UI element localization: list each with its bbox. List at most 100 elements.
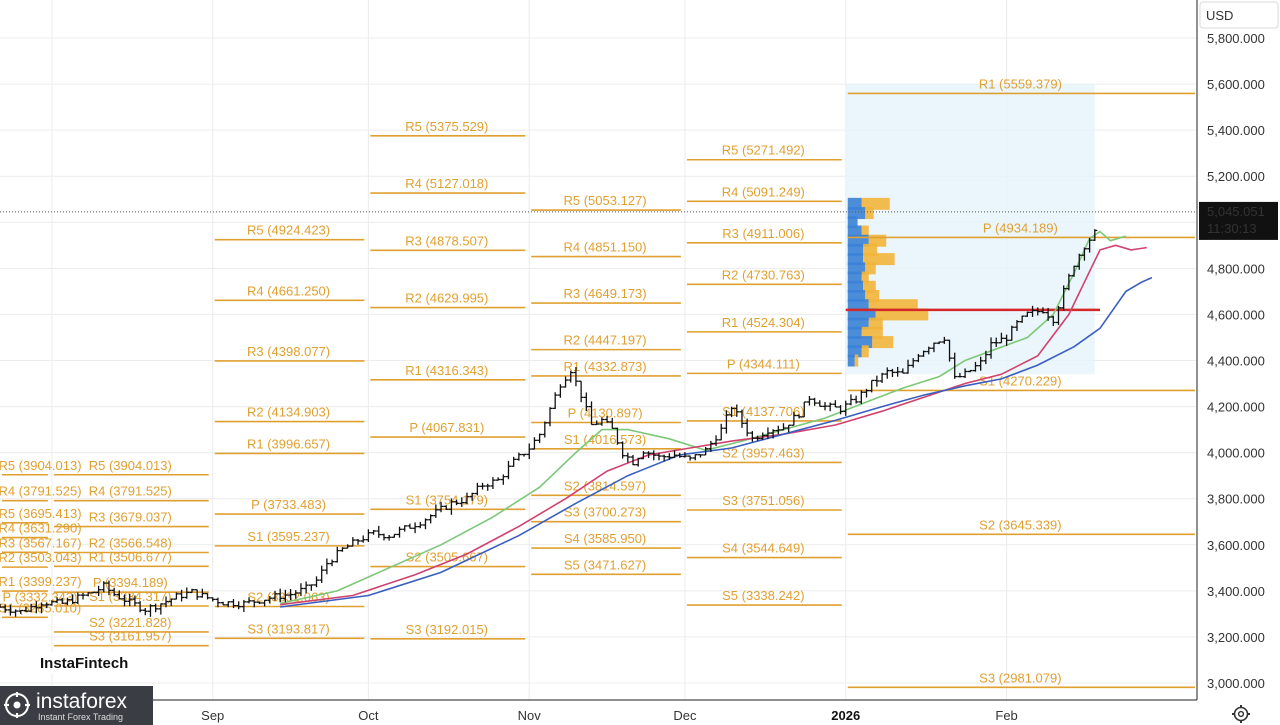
pivot-level-label: R5 (3695.413) (0, 506, 82, 521)
pivot-level-label: R3 (4911.006) (722, 226, 804, 241)
pivot-level-label: S3 (2981.079) (979, 670, 1061, 685)
pivot-level-label: P (4934.189) (983, 220, 1058, 235)
pivot-level-label: S2 (3957.463) (722, 445, 804, 460)
pivot-level-label: P (4067.831) (409, 420, 484, 435)
moving-average-line (280, 276, 1153, 608)
pivot-level-label: R3 (4398.077) (247, 344, 330, 359)
price-bars (0, 229, 1098, 617)
moving-average-line (280, 230, 1127, 605)
volume-profile-bar-buy (847, 336, 873, 349)
volume-profile (845, 84, 1100, 375)
price-axis-tick-label: 3,800.000 (1207, 492, 1265, 507)
pivot-level-label: S4 (3544.649) (722, 541, 804, 556)
pivot-level-label: R1 (3506.677) (89, 549, 172, 564)
volume-profile-bar-sell (861, 197, 890, 210)
price-axis-tick-label: 4,000.000 (1207, 446, 1265, 461)
price-axis-tick-label: 4,600.000 (1207, 307, 1265, 322)
pivot-level-label: S1 (4137.706) (722, 404, 804, 419)
time-axis-tick-label[interactable]: 2026 (831, 708, 860, 723)
pivot-level-label: S1 (3595.237) (247, 529, 329, 544)
time-axis-tick-label[interactable]: Sep (201, 708, 224, 723)
price-axis-tick-label: 5,200.000 (1207, 169, 1265, 184)
pivot-level-label: R2 (3503.043) (0, 550, 82, 565)
pivot-level-label: R1 (3399.237) (0, 574, 82, 589)
pivot-level-label: S4 (3585.950) (564, 531, 646, 546)
pivot-level-label: R2 (4134.903) (247, 405, 330, 420)
volume-profile-bar-sell (861, 326, 883, 339)
volume-profile-bar-buy (847, 317, 869, 330)
pivot-level-label: R3 (4878.507) (405, 233, 488, 248)
pivot-level-label: R5 (5053.127) (564, 193, 647, 208)
pivot-level-label: P (3394.189) (93, 575, 168, 590)
volume-profile-bar-sell (868, 299, 918, 312)
pivot-level-label: R4 (5127.018) (405, 176, 488, 191)
pivot-level-label: R1 (4332.873) (564, 359, 647, 374)
volume-profile-bar-buy (847, 326, 862, 339)
price-tag-value: 5,045.051 (1207, 204, 1265, 219)
pivot-level-label: R3 (3679.037) (89, 510, 172, 525)
pivot-level-label: S3 (3193.817) (247, 621, 329, 636)
pivot-level-label: R4 (3791.525) (89, 484, 172, 499)
time-axis-tick-label[interactable]: Dec (673, 708, 697, 723)
volume-profile-bar-buy (847, 243, 864, 256)
pivot-level-label: P (4130.897) (568, 405, 643, 420)
pivot-level-label: R3 (3567.167) (0, 535, 82, 550)
pivot-level-label: R4 (3791.525) (0, 484, 82, 499)
price-axis-panel[interactable] (1197, 0, 1280, 725)
time-axis-tick-label[interactable]: Nov (518, 708, 542, 723)
pivot-level-label: R5 (3904.013) (0, 458, 82, 473)
volume-profile-bar-sell (865, 262, 876, 275)
volume-profile-bar-buy (847, 354, 855, 367)
time-axis-tick-label[interactable]: Oct (358, 708, 379, 723)
currency-selector[interactable]: USD (1199, 1, 1279, 29)
pivot-level-label: R1 (5559.379) (979, 76, 1062, 91)
volume-profile-bar-sell (863, 280, 876, 293)
pivot-level-label: S5 (3471.627) (564, 557, 646, 572)
gear-icon[interactable] (1232, 705, 1250, 723)
pivot-level-label: R4 (3631.290) (0, 521, 82, 536)
volume-profile-bar-sell (868, 317, 883, 330)
volume-profile-bar-buy (847, 271, 862, 284)
pivot-level-label: R2 (4629.995) (405, 291, 488, 306)
pivot-level-label: P (3332.343) (3, 589, 78, 604)
time-axis-tick-label[interactable]: Feb (995, 708, 1017, 723)
price-axis-tick-label: 5,400.000 (1207, 123, 1265, 138)
price-axis-tick-label: 4,400.000 (1207, 354, 1265, 369)
pivot-level-label: S3 (3751.056) (722, 493, 804, 508)
pivot-level-label: S3 (3192.015) (406, 622, 488, 637)
volume-profile-bar-sell (863, 253, 895, 266)
volume-profile-bar-sell (865, 290, 880, 302)
volume-profile-bar-sell (854, 354, 859, 367)
pivot-level-label: R2 (4447.197) (564, 333, 647, 348)
pivot-level-label: S1 (4016.573) (564, 432, 646, 447)
volume-profile-bar-sell (875, 308, 929, 321)
price-tag: 5,045.051 11:30:13 (1199, 201, 1278, 240)
pivot-level-label: S3 (3700.273) (564, 505, 646, 520)
instafintech-logo-text: InstaFintech (40, 655, 128, 672)
volume-profile-bar-buy (847, 299, 869, 312)
instaforex-emblem-icon (4, 692, 30, 718)
pivot-levels: R5 (3904.013)R4 (3791.525)R5 (3695.413)R… (0, 76, 1195, 689)
pivot-level-label: R5 (5271.492) (722, 143, 805, 158)
price-axis-tick-label: 5,600.000 (1207, 77, 1265, 92)
pivot-level-label: R2 (3566.548) (89, 535, 172, 550)
pivot-level-label: S1 (3754.179) (406, 492, 488, 507)
price-axis-tick-label: 3,200.000 (1207, 630, 1265, 645)
pivot-level-label: R1 (4524.304) (722, 315, 805, 330)
instaforex-logo: instaforex Instant Forex Trading (0, 686, 153, 725)
pivot-level-label: S5 (3338.242) (722, 588, 804, 603)
price-axis-tick-label: 3,600.000 (1207, 538, 1265, 553)
pivot-level-label: S2 (3814.597) (564, 478, 646, 493)
pivot-level-label: P (3733.483) (251, 497, 326, 512)
pivot-level-label: R4 (4851.150) (564, 240, 647, 255)
pivot-level-label: S2 (3221.828) (89, 615, 171, 630)
pivot-level-label: R3 (4649.173) (564, 286, 647, 301)
volume-profile-bar-buy (847, 280, 864, 293)
pivot-level-label: R1 (4316.343) (405, 363, 488, 378)
instaforex-tagline: Instant Forex Trading (38, 712, 123, 722)
volume-profile-bar-buy (847, 262, 866, 275)
price-axis-tick-label: 4,200.000 (1207, 400, 1265, 415)
pivot-level-label: P (4344.111) (727, 356, 800, 371)
pivot-level-label: R2 (4730.763) (722, 267, 805, 282)
